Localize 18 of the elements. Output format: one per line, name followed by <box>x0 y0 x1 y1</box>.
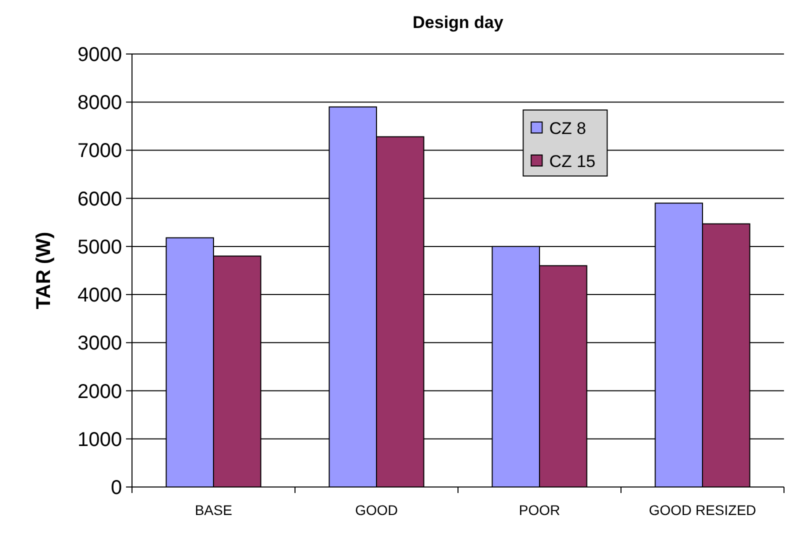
x-tick-label: GOOD <box>355 502 398 518</box>
chart-title: Design day <box>412 13 504 32</box>
legend-label: CZ 15 <box>549 152 596 171</box>
y-tick-label: 9000 <box>78 44 122 66</box>
y-tick-label: 2000 <box>78 380 122 403</box>
y-tick-label: 1000 <box>78 428 122 451</box>
y-tick-label: 8000 <box>78 92 122 114</box>
x-tick-label: POOR <box>518 502 560 518</box>
y-tick-label: 3000 <box>78 332 122 355</box>
x-tick-label: GOOD RESIZED <box>648 502 756 518</box>
y-axis-title: TAR (W) <box>33 232 55 310</box>
y-tick-label: 7000 <box>78 140 122 162</box>
y-tick-label: 0 <box>110 477 122 499</box>
legend-label: CZ 8 <box>549 118 586 138</box>
y-tick-label: 4000 <box>78 284 122 307</box>
y-tick-label: 6000 <box>78 188 122 210</box>
x-tick-label: BASE <box>194 502 232 518</box>
y-tick-label: 5000 <box>78 236 122 258</box>
